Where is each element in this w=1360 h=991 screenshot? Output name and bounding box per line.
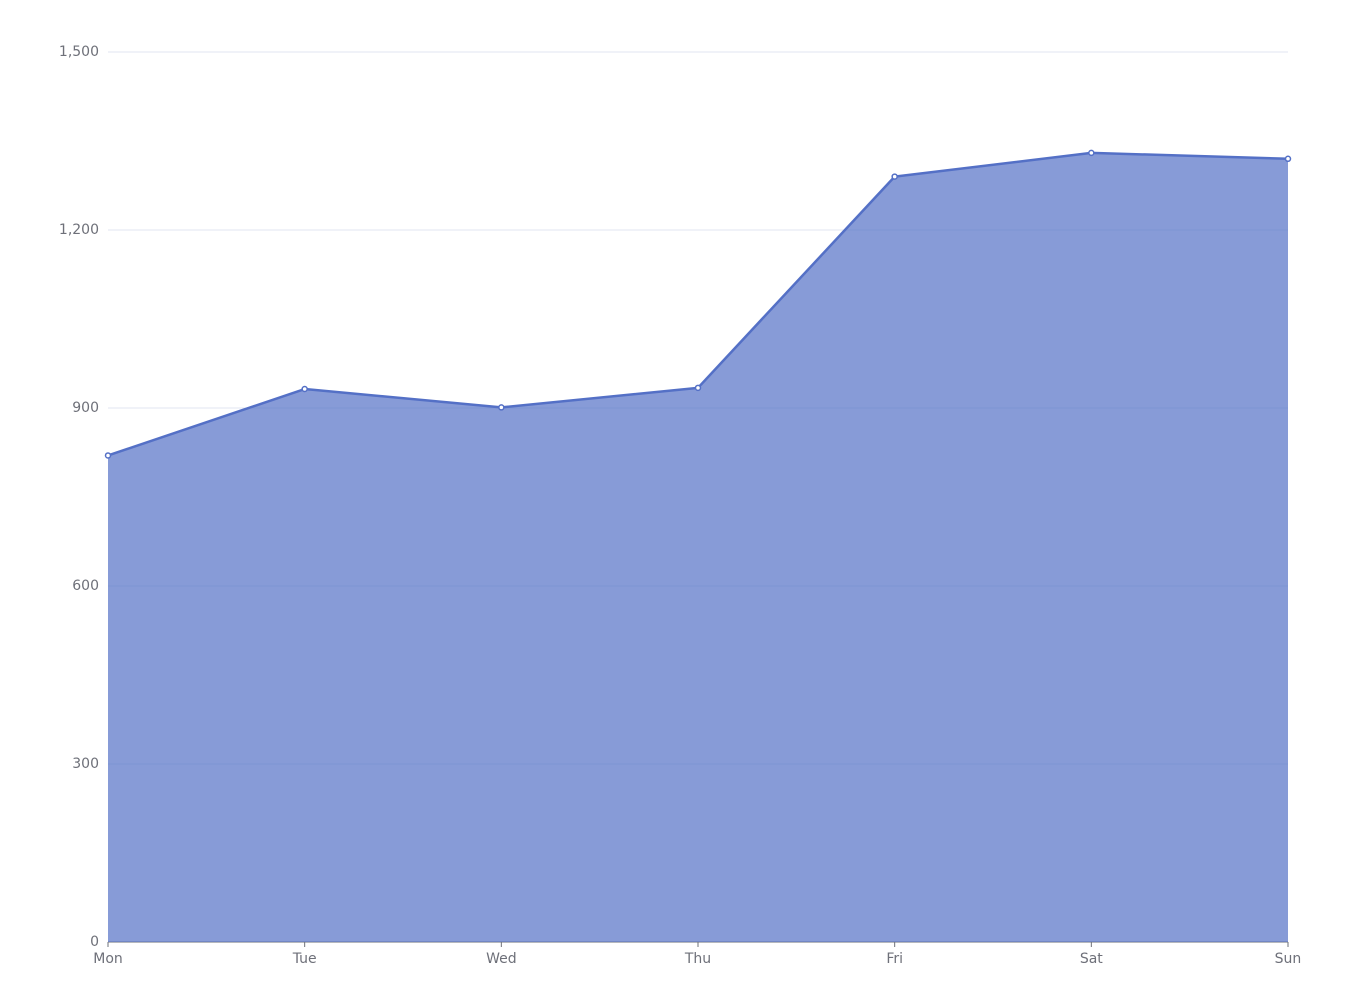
y-tick-label: 300	[72, 756, 99, 772]
point	[301, 385, 308, 393]
x-tick-label: Wed	[486, 951, 517, 967]
point	[1284, 155, 1292, 163]
y-tick-label: 1,500	[59, 44, 99, 60]
y-tick-label: 0	[90, 934, 99, 950]
x-tick-label: Fri	[886, 951, 903, 967]
point	[891, 173, 898, 180]
x-tick-label: Tue	[292, 951, 317, 967]
x-tick-label: Thu	[684, 951, 711, 967]
point	[104, 452, 112, 459]
y-tick-label: 900	[72, 400, 99, 416]
y-tick-label: 1,200	[59, 222, 99, 238]
y-tick-label: 600	[72, 578, 99, 594]
point	[694, 384, 702, 392]
point	[498, 404, 505, 411]
x-tick-label: Sun	[1275, 951, 1302, 967]
x-tick-label: Mon	[93, 951, 123, 967]
x-tick-label: Sat	[1080, 951, 1103, 967]
point	[1088, 149, 1095, 157]
area	[108, 152, 1288, 942]
